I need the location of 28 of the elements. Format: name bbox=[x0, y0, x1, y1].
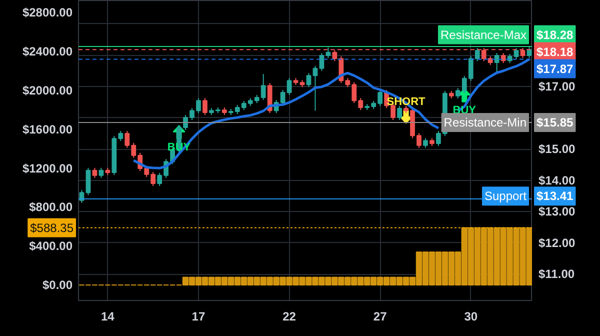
x-tick-label: 30 bbox=[464, 310, 478, 324]
ref-line-label: $18.28 bbox=[536, 28, 574, 42]
y2-tick-label: $0.00 bbox=[42, 278, 73, 292]
y2-tick-label: $2800.00 bbox=[22, 6, 73, 20]
y2-tick-label: $1600.00 bbox=[22, 122, 73, 136]
y-tick-label: $14.00 bbox=[538, 173, 576, 188]
y-tick-label: $11.00 bbox=[538, 267, 575, 282]
x-tick-label: 14 bbox=[101, 310, 115, 324]
ref-line-label: $13.41 bbox=[536, 189, 574, 204]
y2-tick-label: $1200.00 bbox=[22, 161, 73, 176]
y2-tick-label: $400.00 bbox=[29, 239, 73, 254]
annotation: Support bbox=[484, 189, 528, 204]
annotation: Resistance-Max bbox=[440, 28, 527, 42]
x-tick-label: 22 bbox=[282, 310, 296, 324]
x-tick-label: 27 bbox=[373, 310, 388, 324]
ref-line-label: $15.85 bbox=[536, 116, 574, 130]
y2-tick-label: $2000.00 bbox=[22, 83, 73, 98]
ref-line-label: $588.35 bbox=[30, 220, 74, 235]
y-tick-label: $13.00 bbox=[538, 204, 576, 219]
x-tick-label: 17 bbox=[192, 310, 206, 324]
y-tick-label: $15.00 bbox=[538, 142, 576, 156]
ref-line-label: $18.18 bbox=[536, 44, 574, 59]
y-tick-label: $12.00 bbox=[538, 236, 576, 250]
y2-tick-label: $800.00 bbox=[29, 200, 73, 214]
y2-tick-label: $2400.00 bbox=[22, 44, 73, 58]
annotation: Resistance-Min bbox=[444, 116, 527, 130]
y-tick-label: $17.00 bbox=[538, 80, 576, 94]
ref-line-label: $17.87 bbox=[536, 62, 574, 76]
